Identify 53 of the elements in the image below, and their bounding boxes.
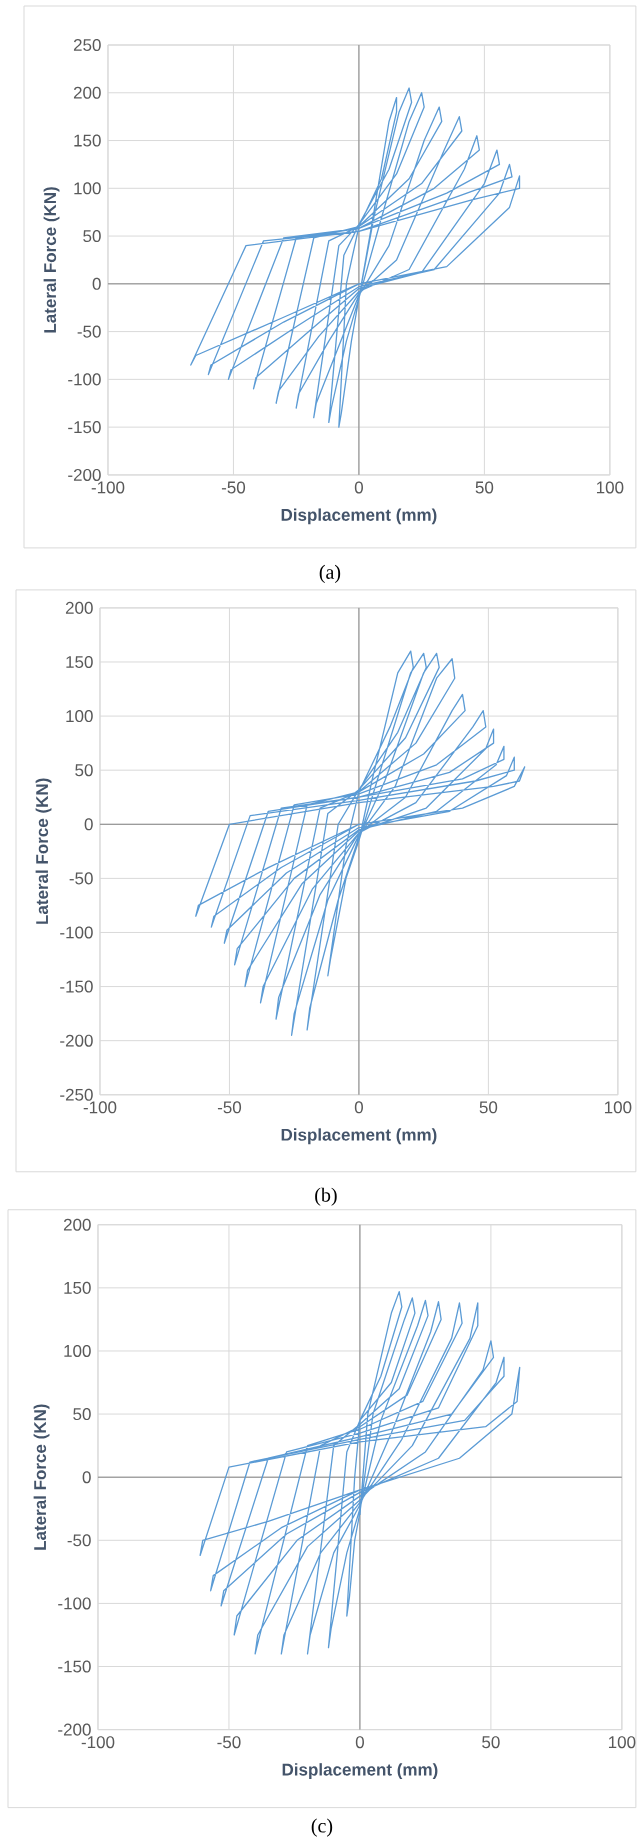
- y-tick-label: -200: [60, 1034, 93, 1047]
- y-tick-label: -50: [77, 325, 101, 338]
- x-tick-label: -50: [217, 1101, 241, 1114]
- y-tick-label: 200: [63, 1218, 91, 1231]
- y-tick-label: 0: [82, 1471, 91, 1484]
- x-tick-label: 100: [596, 481, 624, 494]
- y-tick-label: 0: [84, 818, 93, 831]
- x-tick-label: 0: [355, 1736, 364, 1749]
- y-tick-label: 50: [83, 230, 101, 243]
- y-tick-label: -150: [60, 980, 93, 993]
- y-axis-title: Lateral Force (KN): [35, 778, 52, 924]
- x-tick-label: 50: [479, 1101, 498, 1114]
- y-tick-label: -100: [68, 373, 101, 386]
- y-tick-label: 100: [64, 1344, 91, 1357]
- text: (b): [314, 1187, 337, 1206]
- y-tick-label: -50: [67, 1534, 91, 1547]
- line-series: [194, 650, 526, 1036]
- x-tick-label: 50: [481, 1736, 500, 1749]
- y-tick-label: -100: [58, 1597, 91, 1610]
- y-axis-title: Lateral Force (KN): [33, 1404, 50, 1550]
- y-tick-label: 150: [64, 1281, 91, 1294]
- x-tick-label: 100: [604, 1101, 632, 1114]
- y-tick-label: 0: [92, 277, 101, 290]
- y-axis-title: Lateral Force (KN): [43, 187, 60, 333]
- x-tick-label: -50: [217, 1736, 241, 1749]
- y-tick-label: -50: [69, 872, 93, 885]
- y-tick-label: 100: [74, 182, 101, 195]
- y-tick-label: 50: [73, 1408, 91, 1421]
- y-tick-label: 50: [75, 764, 93, 777]
- y-tick-label: 200: [73, 86, 101, 99]
- x-tick-label: 100: [608, 1736, 636, 1749]
- x-tick-label: -50: [221, 481, 245, 494]
- y-tick-label: 100: [66, 710, 93, 723]
- y-tick-label: -200: [68, 468, 101, 481]
- y-tick-label: -100: [60, 926, 93, 939]
- text: (a): [319, 564, 340, 583]
- text: (c): [311, 1818, 332, 1837]
- x-tick-label: 0: [354, 1101, 363, 1114]
- y-tick-label: -150: [58, 1660, 91, 1673]
- line-series: [189, 87, 520, 428]
- y-tick-label: 150: [74, 134, 101, 147]
- x-axis-title: Displacement (mm): [282, 1763, 438, 1779]
- x-axis-title: Displacement (mm): [281, 1128, 437, 1145]
- y-tick-label: -250: [60, 1088, 93, 1101]
- y-tick-label: -150: [68, 421, 101, 434]
- line-series: [199, 1290, 521, 1655]
- x-tick-label: 50: [475, 481, 494, 494]
- y-tick-label: 150: [66, 655, 93, 668]
- y-tick-label: 250: [73, 38, 101, 52]
- y-tick-label: 200: [65, 601, 93, 614]
- y-tick-label: -200: [58, 1723, 91, 1736]
- x-tick-label: 0: [354, 481, 363, 494]
- x-axis-title: Displacement (mm): [281, 508, 437, 525]
